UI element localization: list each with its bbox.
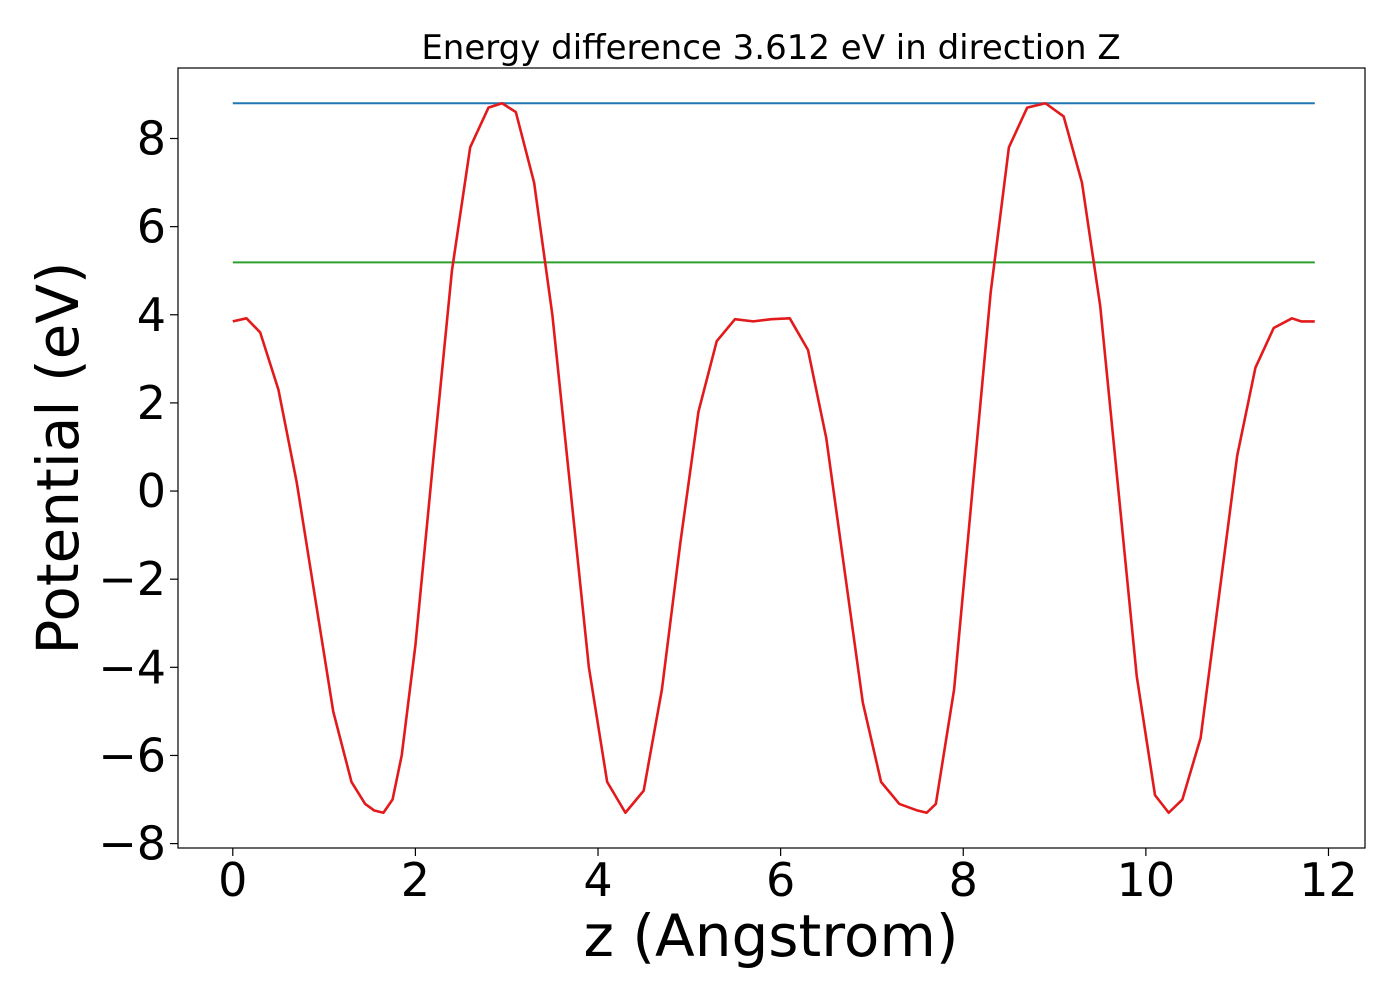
y-tick-label: 6 xyxy=(137,200,166,254)
x-axis-ticks: 0 2 4 6 8 10 12 xyxy=(218,848,1358,907)
plot-frame xyxy=(177,67,1366,849)
series-group xyxy=(232,101,1315,815)
y-tick-label: −4 xyxy=(98,640,166,694)
potential-curve xyxy=(232,101,1315,815)
chart-title: Energy difference 3.612 eV in direction … xyxy=(421,28,1120,68)
x-tick-label: 6 xyxy=(766,853,795,907)
y-tick-label: −8 xyxy=(98,817,166,871)
x-tick-label: 12 xyxy=(1299,853,1358,907)
x-tick-label: 2 xyxy=(401,853,430,907)
y-tick-label: 8 xyxy=(137,112,166,166)
y-axis-label: Potential (eV) xyxy=(24,261,92,654)
y-tick-label: −6 xyxy=(98,728,166,782)
y-tick-label: −2 xyxy=(98,552,166,606)
x-tick-label: 10 xyxy=(1117,853,1176,907)
x-tick-label: 4 xyxy=(583,853,612,907)
x-tick-label: 8 xyxy=(949,853,978,907)
x-tick-label: 0 xyxy=(218,853,247,907)
y-tick-label: 2 xyxy=(137,376,166,430)
y-tick-label: 0 xyxy=(137,464,166,518)
y-tick-label: 4 xyxy=(137,288,166,342)
x-axis-label: z (Angstrom) xyxy=(584,902,959,970)
y-axis-ticks: −8 −6 −4 −2 0 2 4 6 8 xyxy=(98,112,178,871)
